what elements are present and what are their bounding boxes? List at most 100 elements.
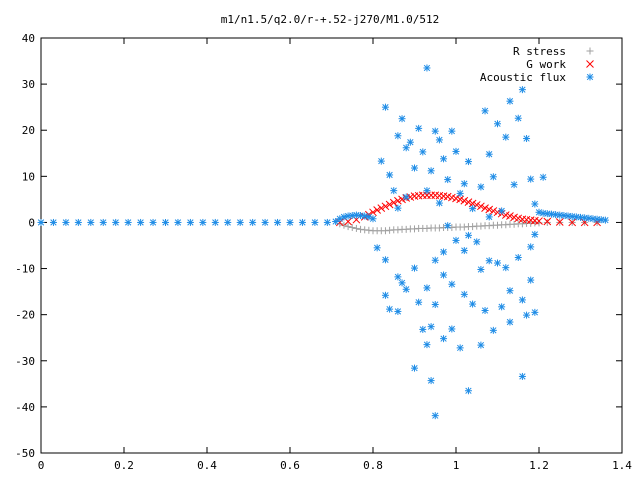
data-point — [485, 205, 494, 214]
data-point — [460, 247, 468, 255]
data-point — [494, 120, 501, 128]
data-point — [344, 223, 352, 231]
data-point — [381, 256, 389, 264]
data-point — [464, 198, 473, 207]
legend-label: Acoustic flux — [480, 71, 566, 84]
data-point — [435, 199, 443, 207]
x-tick-label: 1.4 — [612, 459, 632, 472]
data-point — [539, 173, 547, 181]
data-point — [477, 202, 485, 211]
y-tick-label: -50 — [15, 447, 35, 460]
data-point — [340, 221, 348, 229]
y-tick-label: -20 — [15, 309, 35, 322]
data-point — [440, 271, 448, 279]
chart-title: m1/n1.5/q2.0/r-+.52-j270/M1.0/512 — [221, 13, 440, 26]
data-point — [389, 198, 398, 207]
x-tick-label: 1 — [453, 459, 460, 472]
data-point — [406, 138, 414, 146]
data-point — [452, 147, 460, 155]
data-point — [186, 218, 194, 226]
data-point — [427, 377, 435, 385]
data-point — [369, 215, 377, 223]
data-point — [531, 308, 539, 316]
data-point — [485, 257, 493, 265]
data-point — [502, 264, 510, 272]
data-point — [506, 212, 514, 220]
data-point — [506, 97, 514, 105]
data-point — [311, 218, 319, 226]
data-point — [381, 291, 389, 299]
data-point — [518, 296, 526, 304]
data-point — [390, 187, 398, 195]
data-point — [352, 224, 360, 232]
data-point — [523, 135, 531, 143]
data-point — [402, 285, 410, 293]
x-tick-label: 1.2 — [529, 459, 549, 472]
data-point — [323, 218, 331, 226]
data-point — [431, 127, 439, 135]
data-point — [527, 175, 535, 183]
data-point — [514, 253, 522, 261]
data-point — [568, 218, 577, 227]
data-point — [431, 301, 439, 309]
legend-label: G work — [526, 58, 566, 71]
data-point — [394, 196, 402, 205]
data-point — [448, 127, 456, 135]
legend-marker — [586, 73, 594, 81]
data-point — [419, 325, 427, 333]
data-point — [394, 132, 402, 140]
data-point — [469, 205, 477, 213]
data-point — [431, 412, 439, 420]
data-point — [174, 218, 182, 226]
data-point — [531, 230, 539, 238]
data-point — [261, 218, 269, 226]
x-tick-label: 0.8 — [363, 459, 383, 472]
data-point — [460, 290, 468, 298]
data-point — [373, 244, 381, 252]
data-point — [481, 307, 489, 315]
data-point — [427, 323, 435, 331]
data-point — [440, 155, 448, 163]
series-acoustic-flux — [37, 64, 609, 420]
data-point — [477, 265, 485, 273]
data-point — [555, 218, 564, 226]
data-point — [444, 176, 452, 184]
data-point — [149, 218, 157, 226]
data-point — [601, 216, 609, 224]
data-point — [485, 150, 493, 158]
data-point — [498, 207, 506, 215]
data-point — [348, 224, 356, 232]
data-point — [386, 305, 394, 313]
data-point — [385, 200, 394, 209]
data-point — [481, 204, 489, 213]
data-point — [137, 218, 145, 226]
data-point — [448, 280, 456, 288]
data-point — [514, 114, 522, 122]
data-point — [531, 200, 539, 208]
data-point — [398, 115, 406, 123]
data-point — [415, 298, 423, 306]
x-tick-label: 0.4 — [197, 459, 217, 472]
y-tick-label: 20 — [22, 124, 35, 137]
data-point — [112, 218, 120, 226]
data-point — [394, 204, 402, 212]
data-point — [460, 196, 469, 205]
data-point — [440, 248, 448, 256]
legend-marker — [586, 60, 594, 68]
data-point — [523, 311, 531, 319]
data-point — [527, 276, 535, 284]
plot-frame — [40, 37, 623, 454]
data-point — [440, 335, 448, 343]
data-point — [456, 189, 464, 197]
data-point — [489, 173, 497, 181]
data-point — [99, 218, 107, 226]
y-tick-label: 10 — [22, 170, 35, 183]
data-point — [394, 273, 402, 281]
data-point — [481, 107, 489, 115]
x-tick-label: 0.6 — [280, 459, 300, 472]
data-point — [411, 264, 418, 272]
x-tick-label: 0 — [38, 459, 45, 472]
data-point — [415, 124, 423, 132]
data-point — [377, 157, 385, 165]
